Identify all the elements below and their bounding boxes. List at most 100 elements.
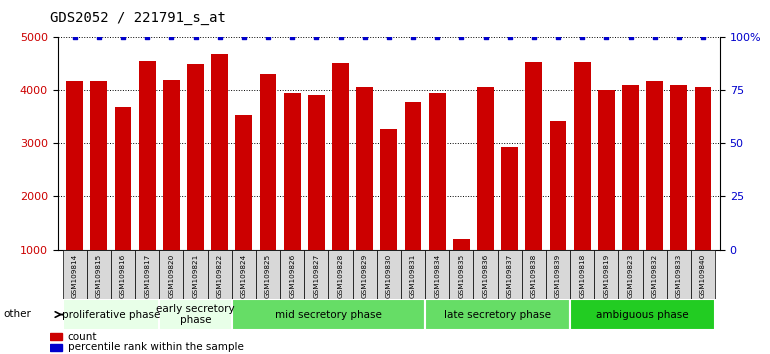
Point xyxy=(673,34,685,40)
Bar xyxy=(695,87,711,303)
Point xyxy=(334,34,346,40)
Text: GSM109830: GSM109830 xyxy=(386,253,392,298)
Bar xyxy=(259,74,276,303)
Bar xyxy=(256,250,280,299)
Bar xyxy=(667,250,691,299)
Point xyxy=(189,34,202,40)
Bar xyxy=(449,250,474,299)
Point xyxy=(600,34,612,40)
Point xyxy=(166,34,178,40)
Bar xyxy=(62,299,159,330)
Bar xyxy=(283,93,300,303)
Text: ambiguous phase: ambiguous phase xyxy=(596,309,689,320)
Bar xyxy=(425,299,570,330)
Bar xyxy=(574,62,591,303)
Bar xyxy=(357,87,373,303)
Text: GSM109835: GSM109835 xyxy=(458,253,464,298)
Bar xyxy=(236,115,253,303)
Bar xyxy=(501,147,518,303)
Bar xyxy=(159,299,232,330)
Bar xyxy=(646,81,663,303)
Point xyxy=(407,34,419,40)
Text: GSM109827: GSM109827 xyxy=(313,253,320,298)
Text: GSM109822: GSM109822 xyxy=(216,253,223,298)
Bar xyxy=(139,61,156,303)
Point xyxy=(576,34,588,40)
Bar xyxy=(474,250,497,299)
Bar xyxy=(87,250,111,299)
Bar xyxy=(380,129,397,303)
Text: GSM109823: GSM109823 xyxy=(628,253,634,298)
Bar xyxy=(163,80,180,303)
Point xyxy=(69,34,81,40)
Bar xyxy=(401,250,425,299)
Bar xyxy=(429,93,446,303)
Text: GSM109814: GSM109814 xyxy=(72,253,78,298)
Text: early secretory
phase: early secretory phase xyxy=(156,304,235,325)
Point xyxy=(286,34,298,40)
Bar xyxy=(66,81,83,303)
Text: GSM109821: GSM109821 xyxy=(192,253,199,298)
Point xyxy=(383,34,395,40)
Point xyxy=(552,34,564,40)
Bar xyxy=(304,250,329,299)
Bar xyxy=(377,250,401,299)
Point xyxy=(527,34,540,40)
Bar xyxy=(404,102,421,303)
Text: GSM109828: GSM109828 xyxy=(337,253,343,298)
Bar xyxy=(50,344,62,351)
Bar xyxy=(618,250,643,299)
Text: GSM109831: GSM109831 xyxy=(410,253,416,298)
Bar xyxy=(550,121,567,303)
Bar xyxy=(280,250,304,299)
Text: GSM109833: GSM109833 xyxy=(676,253,682,298)
Text: GSM109815: GSM109815 xyxy=(95,253,102,298)
Bar xyxy=(329,250,353,299)
Bar xyxy=(308,95,325,303)
Point xyxy=(262,34,274,40)
Bar xyxy=(525,62,542,303)
Text: GSM109820: GSM109820 xyxy=(169,253,174,298)
Bar xyxy=(135,250,159,299)
Bar xyxy=(598,90,614,303)
Bar xyxy=(671,85,688,303)
Bar xyxy=(50,333,62,340)
Bar xyxy=(643,250,667,299)
Text: GSM109818: GSM109818 xyxy=(579,253,585,298)
Text: percentile rank within the sample: percentile rank within the sample xyxy=(68,342,244,352)
Text: GSM109817: GSM109817 xyxy=(144,253,150,298)
Text: proliferative phase: proliferative phase xyxy=(62,309,160,320)
Bar xyxy=(453,239,470,303)
Bar xyxy=(622,85,639,303)
Point xyxy=(141,34,153,40)
Text: GSM109829: GSM109829 xyxy=(362,253,368,298)
Point xyxy=(480,34,492,40)
Point xyxy=(92,34,105,40)
Text: GSM109825: GSM109825 xyxy=(265,253,271,298)
Point xyxy=(213,34,226,40)
Text: late secretory phase: late secretory phase xyxy=(444,309,551,320)
Point xyxy=(504,34,516,40)
Point xyxy=(359,34,371,40)
Point xyxy=(431,34,444,40)
Point xyxy=(117,34,129,40)
Bar xyxy=(62,250,87,299)
Point xyxy=(455,34,467,40)
Bar xyxy=(111,250,135,299)
Text: GSM109819: GSM109819 xyxy=(604,253,609,298)
Bar xyxy=(159,250,183,299)
Text: GSM109824: GSM109824 xyxy=(241,253,247,298)
Text: GDS2052 / 221791_s_at: GDS2052 / 221791_s_at xyxy=(50,11,226,25)
Bar xyxy=(497,250,522,299)
Bar xyxy=(522,250,546,299)
Bar xyxy=(691,250,715,299)
Text: GSM109816: GSM109816 xyxy=(120,253,126,298)
Text: count: count xyxy=(68,332,97,342)
Bar xyxy=(332,63,349,303)
Text: GSM109834: GSM109834 xyxy=(434,253,440,298)
Text: GSM109839: GSM109839 xyxy=(555,253,561,298)
Bar xyxy=(211,54,228,303)
Bar xyxy=(353,250,377,299)
Bar xyxy=(425,250,449,299)
Text: GSM109836: GSM109836 xyxy=(483,253,488,298)
